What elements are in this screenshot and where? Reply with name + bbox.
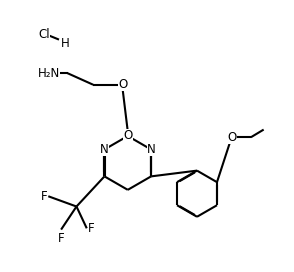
Text: F: F — [40, 190, 47, 203]
Text: O: O — [123, 129, 132, 143]
Text: H: H — [61, 37, 70, 50]
Text: F: F — [88, 222, 95, 235]
Text: O: O — [118, 78, 127, 91]
Text: H₂N: H₂N — [38, 67, 60, 80]
Text: N: N — [100, 143, 109, 156]
Text: O: O — [227, 131, 236, 144]
Text: F: F — [58, 232, 64, 245]
Text: Cl: Cl — [38, 28, 50, 41]
Text: N: N — [147, 143, 156, 156]
